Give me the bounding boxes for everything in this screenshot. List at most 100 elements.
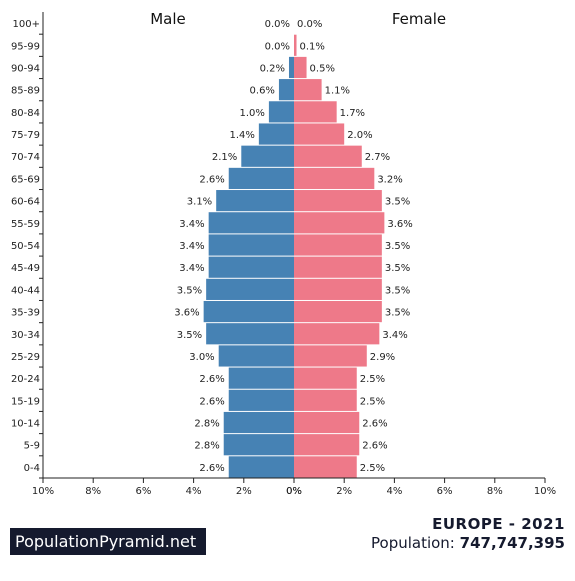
female-value-label: 3.6% [387, 219, 412, 230]
x-tick-label: 2% [236, 486, 252, 497]
population-summary: Population: 747,747,395 [371, 534, 565, 552]
age-tick-label: 5-9 [24, 441, 40, 452]
age-tick-label: 85-89 [11, 86, 40, 97]
age-tick-label: 65-69 [11, 174, 40, 185]
male-value-label: 1.0% [239, 108, 264, 119]
male-value-label: 2.6% [199, 463, 224, 474]
male-value-label: 3.4% [179, 241, 204, 252]
age-tick-label: 75-79 [11, 130, 40, 141]
male-value-label: 2.8% [194, 441, 219, 452]
age-tick-label: 60-64 [11, 197, 40, 208]
brand-logo[interactable]: PopulationPyramid.net [10, 528, 206, 555]
male-bar [268, 101, 294, 123]
female-value-label: 2.5% [360, 374, 385, 385]
male-series-label: Male [150, 10, 186, 28]
age-tick-label: 25-29 [11, 352, 40, 363]
axes-layer: 100+ 95-99 90-94 85-89 80-84 75-79 70-74 65-69 6… [11, 10, 556, 497]
age-tick-label: 20-24 [11, 374, 40, 385]
female-bar [294, 190, 382, 212]
age-tick-label: 80-84 [11, 108, 40, 119]
x-tick-label: 4% [186, 486, 202, 497]
female-bar [294, 411, 360, 434]
age-tick-label: 35-39 [11, 308, 40, 319]
region-title: EUROPE - 2021 [432, 515, 565, 533]
x-tick-label: 0% [286, 486, 302, 497]
male-value-label: 1.4% [229, 130, 254, 141]
female-value-label: 2.0% [347, 130, 372, 141]
age-tick-label: 70-74 [11, 152, 40, 163]
female-value-label: 1.7% [340, 108, 365, 119]
male-value-label: 3.5% [177, 285, 202, 296]
female-bar [294, 34, 297, 56]
x-tick-label: 2% [336, 486, 352, 497]
male-bar [223, 434, 294, 456]
male-value-label: 3.1% [187, 197, 212, 208]
female-value-label: 3.2% [377, 174, 402, 185]
male-value-label: 2.6% [199, 374, 224, 385]
female-value-label: 2.5% [360, 396, 385, 407]
male-bar [288, 56, 294, 79]
male-bar [228, 456, 294, 478]
female-value-label: 3.5% [385, 197, 410, 208]
x-tick-label: 8% [487, 486, 503, 497]
x-tick-label: 10% [534, 486, 556, 497]
male-value-label: 0.2% [260, 63, 285, 74]
x-tick-label: 6% [437, 486, 453, 497]
female-value-label: 1.1% [325, 86, 350, 97]
male-value-label: 2.8% [194, 419, 219, 430]
male-value-label: 0.0% [265, 19, 290, 30]
age-tick-label: 40-44 [11, 285, 40, 296]
female-value-label: 3.5% [385, 285, 410, 296]
male-bar [223, 411, 294, 434]
male-bar [228, 389, 294, 411]
population-label: Population: [371, 534, 455, 552]
male-bar [203, 300, 294, 323]
male-bar [258, 123, 294, 145]
female-bar [294, 234, 382, 256]
female-bar [294, 56, 307, 79]
male-value-label: 0.0% [265, 41, 290, 52]
female-bar [294, 456, 357, 478]
age-tick-label: 90-94 [11, 63, 40, 74]
male-value-label: 2.6% [199, 174, 224, 185]
female-value-label: 0.1% [300, 41, 325, 52]
female-bar [294, 256, 382, 278]
male-bar [278, 79, 294, 101]
female-bar [294, 389, 357, 411]
female-value-label: 3.5% [385, 308, 410, 319]
male-value-label: 3.0% [189, 352, 214, 363]
population-value: 747,747,395 [459, 534, 565, 552]
female-bar [294, 79, 322, 101]
female-bar [294, 300, 382, 323]
age-tick-label: 100+ [13, 19, 40, 30]
male-bar [216, 190, 294, 212]
value-labels-layer: 0.0% 0.0% 0.0% 0.1% 0.2% 0.5% 0.6% 1.1% 1.0% 1.7%… [174, 19, 413, 474]
age-tick-label: 10-14 [11, 419, 40, 430]
male-value-label: 3.4% [179, 219, 204, 230]
male-value-label: 3.4% [179, 263, 204, 274]
male-value-label: 3.6% [174, 308, 199, 319]
female-bar [294, 145, 362, 167]
male-value-label: 3.5% [177, 330, 202, 341]
x-tick-label: 6% [135, 486, 151, 497]
female-value-label: 2.9% [370, 352, 395, 363]
male-bar [241, 145, 294, 167]
age-tick-label: 0-4 [24, 463, 40, 474]
age-tick-label: 30-34 [11, 330, 40, 341]
male-value-label: 0.6% [250, 86, 275, 97]
x-tick-label: 0% [286, 486, 302, 497]
male-value-label: 2.1% [212, 152, 237, 163]
female-bar [294, 323, 380, 345]
age-tick-label: 45-49 [11, 263, 40, 274]
female-value-label: 2.6% [362, 419, 387, 430]
x-tick-label: 8% [85, 486, 101, 497]
population-pyramid-chart: 0.0% 0.0% 0.0% 0.1% 0.2% 0.5% 0.6% 1.1% 1.0% 1.7%… [11, 10, 556, 497]
female-value-label: 2.6% [362, 441, 387, 452]
male-bar [206, 323, 294, 345]
male-bar [228, 367, 294, 389]
female-value-label: 3.4% [382, 330, 407, 341]
female-series-label: Female [392, 10, 446, 28]
male-bar [208, 234, 294, 256]
age-tick-label: 95-99 [11, 41, 40, 52]
female-value-label: 0.5% [310, 63, 335, 74]
